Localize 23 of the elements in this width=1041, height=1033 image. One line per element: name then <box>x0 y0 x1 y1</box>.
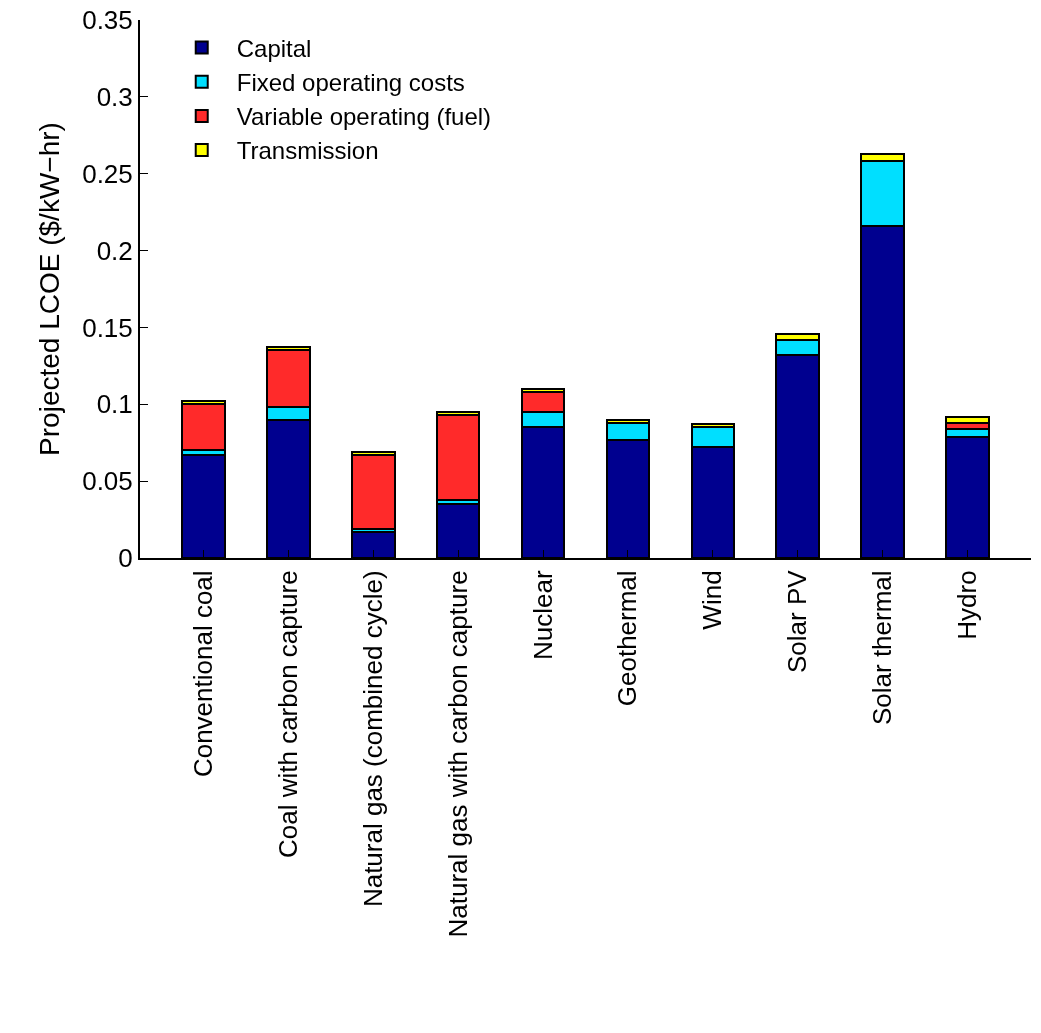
y-axis-title: Projected LCOE ($/kW−hr) <box>34 122 66 456</box>
y-tick-label: 0.05 <box>82 466 133 497</box>
x-tick-label: Wind <box>697 570 728 630</box>
y-tick-label: 0.25 <box>82 158 133 189</box>
legend-label: Capital <box>236 34 312 62</box>
y-tick-label: 0.3 <box>96 81 133 112</box>
x-tick-label: Nuclear <box>527 570 558 660</box>
y-tick-label: 0.2 <box>96 235 133 266</box>
x-tick-label: Coal with carbon capture <box>272 570 303 859</box>
x-tick-label: Natural gas (combined cycle) <box>357 570 388 908</box>
x-tick-label: Geothermal <box>612 570 643 707</box>
x-tick-label: Natural gas with carbon capture <box>442 570 473 938</box>
y-tick-label: 0.35 <box>82 5 133 36</box>
y-tick-label: 0.15 <box>82 312 133 343</box>
y-tick-label: 0 <box>118 543 133 574</box>
y-tick-label: 0.1 <box>96 389 133 420</box>
x-tick-label: Solar PV <box>782 569 813 674</box>
legend-label: Variable operating (fuel) <box>236 103 492 131</box>
legend-label: Fixed operating costs <box>236 69 465 97</box>
x-tick-label: Hydro <box>951 570 982 640</box>
legend-label: Transmission <box>236 137 379 165</box>
x-tick-label: Solar thermal <box>866 570 897 726</box>
x-tick-label: Conventional coal <box>188 570 219 778</box>
